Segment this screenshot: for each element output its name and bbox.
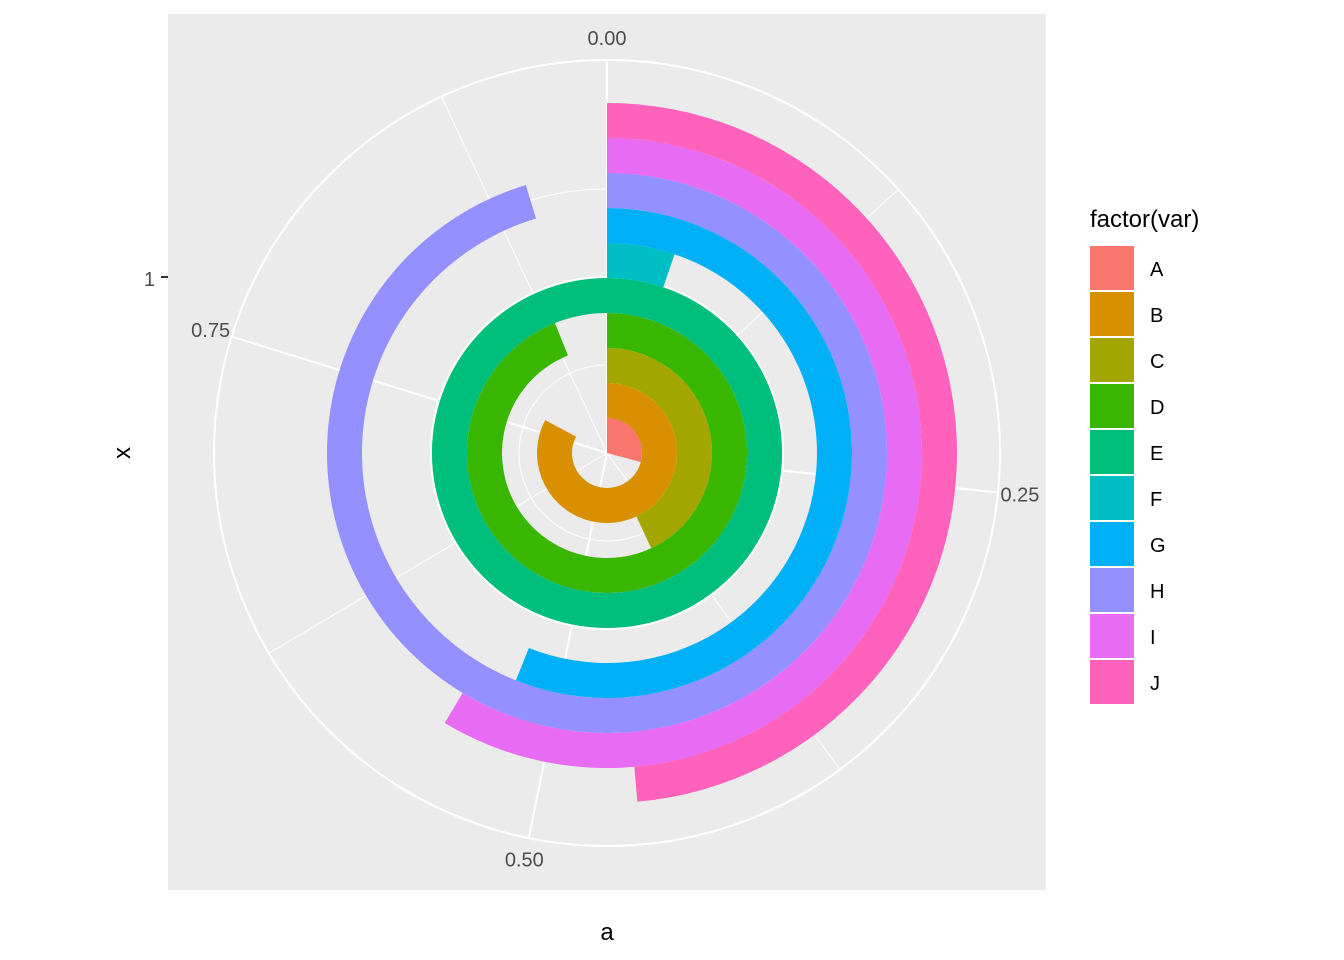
bar-J [607,103,957,802]
legend-key-A [1090,246,1134,290]
legend-key-H [1090,568,1134,612]
legend-key-C [1090,338,1134,382]
legend-label: G [1150,535,1166,557]
legend-key-D [1090,384,1134,428]
legend-key-F [1090,476,1134,520]
legend-label: C [1150,351,1164,373]
legend-label: D [1150,397,1164,419]
theta-tick-label: 0.75 [191,320,230,342]
bar-A [607,418,642,463]
x-axis-title: a [600,919,614,946]
theta-tick-label: 0.00 [588,28,627,50]
grid-spoke [441,96,608,454]
theta-tick-label: 0.25 [1000,485,1039,507]
legend-label: B [1150,305,1163,327]
bar-B [536,383,677,523]
legend-key-B [1090,292,1134,336]
bar-F [607,243,675,288]
radial-tick-label: 1 [144,269,155,291]
theta-tick-label: 0.50 [505,850,544,872]
legend-label: A [1150,259,1164,281]
bar-C [607,348,713,549]
legend-title: factor(var) [1090,206,1199,233]
legend-label: F [1150,489,1162,511]
y-axis-title: x [109,447,136,459]
legend: factor(var) A B C D E F G H I J [1090,206,1199,704]
legend-label: I [1150,627,1156,649]
legend-key-G [1090,522,1134,566]
legend-label: H [1150,581,1164,603]
legend-key-E [1090,430,1134,474]
legend-key-J [1090,660,1134,704]
legend-key-I [1090,614,1134,658]
legend-label: E [1150,443,1163,465]
legend-label: J [1150,673,1160,695]
